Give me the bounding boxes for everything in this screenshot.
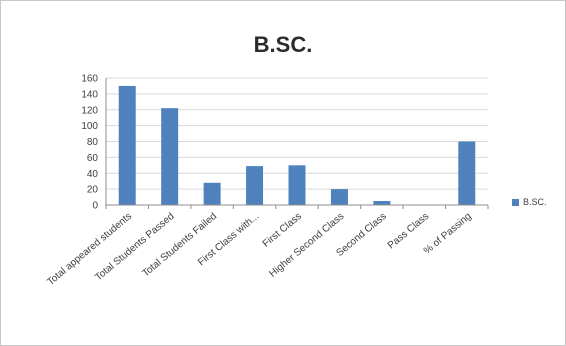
y-tick-label: 0	[92, 201, 98, 212]
y-axis-ticks: 160 140 120 100 80 60 40 20 0	[81, 74, 98, 212]
y-tick-label: 20	[87, 185, 99, 196]
bar	[458, 141, 476, 205]
y-tick-label: 80	[87, 137, 99, 148]
bar	[161, 108, 179, 205]
bar	[373, 201, 391, 205]
y-tick-label: 40	[87, 169, 99, 180]
y-tick-label: 160	[81, 74, 98, 85]
bar	[288, 165, 306, 205]
x-category-label: Higher Second Class	[267, 211, 346, 280]
bar	[203, 182, 221, 205]
legend: B.SC.	[512, 197, 547, 207]
x-category-label: Total appeared students	[45, 211, 134, 288]
chart-title: B.SC.	[253, 32, 313, 57]
y-tick-label: 140	[81, 89, 98, 100]
legend-label: B.SC.	[523, 197, 547, 207]
y-tick-label: 60	[87, 153, 99, 164]
y-tick-label: 120	[81, 105, 98, 116]
legend-swatch	[512, 198, 519, 206]
x-category-label: Total Students Passed	[93, 211, 176, 283]
bar	[246, 166, 264, 205]
bars	[118, 85, 476, 205]
bar	[330, 189, 348, 205]
x-category-label: Total Students Failed	[140, 211, 219, 279]
y-tick-label: 100	[81, 121, 98, 132]
bar	[118, 85, 136, 205]
x-category-label: First Class	[261, 211, 304, 250]
axes	[105, 78, 489, 209]
